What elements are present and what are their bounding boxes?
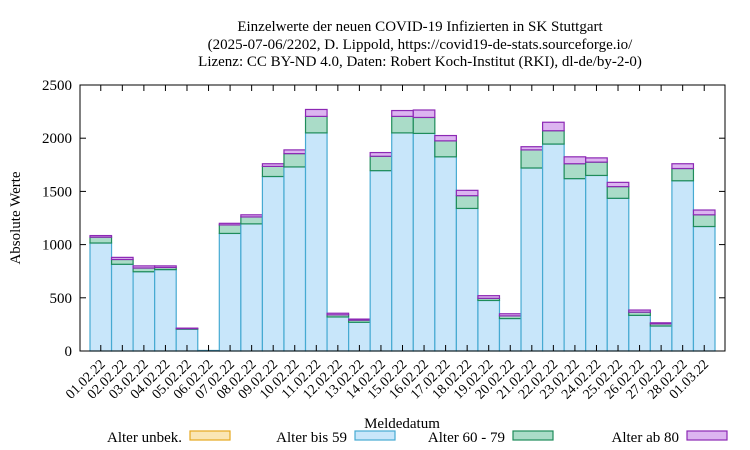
bar-17.02.22-series-3 [434, 134, 457, 142]
bar-02.02.22-series-3 [110, 256, 134, 261]
bar-23.02.22-series-2 [563, 163, 587, 180]
bar-07.02.22-series-3 [218, 222, 242, 226]
bar-21.02.22-series-2 [520, 149, 544, 169]
bar-07.02.22-series-2 [218, 224, 242, 235]
bar-15.02.22-series-1 [391, 132, 414, 352]
bar-23.02.22-series-3 [563, 156, 587, 165]
chart-title: Einzelwerte der neuen COVID-19 Infiziert… [198, 19, 642, 70]
legend-label-3: Alter ab 80 [612, 430, 679, 446]
bar-14.02.22-series-1 [369, 170, 393, 352]
bar-08.02.22-series-1 [240, 223, 264, 352]
bar-19.02.22-series-1 [477, 299, 501, 352]
y-tick-label: 1500 [42, 184, 72, 200]
bar-25.02.22-series-3 [606, 181, 630, 188]
bar-21.02.22-series-3 [520, 146, 544, 151]
title-line-3: Lizenz: CC BY-ND 4.0, Daten: Robert Koch… [198, 54, 642, 70]
bar-10.02.22-series-1 [283, 166, 307, 352]
bar-16.02.22-series-3 [412, 109, 436, 119]
bar-12.02.22-series-3 [326, 312, 350, 316]
bar-17.02.22-series-1 [434, 156, 457, 352]
y-tick-label: 500 [50, 291, 73, 307]
bar-09.02.22-series-2 [261, 165, 285, 178]
bar-02.02.22-series-2 [110, 258, 134, 265]
bar-01.02.22-series-3 [89, 234, 113, 238]
title-line-1: Einzelwerte der neuen COVID-19 Infiziert… [237, 19, 603, 35]
bar-16.02.22-series-1 [412, 132, 436, 352]
bar-20.02.22-series-3 [498, 313, 522, 317]
bar-07.02.22-series-1 [218, 232, 242, 352]
bar-11.02.22-series-2 [304, 115, 328, 134]
bar-28.02.22-series-2 [671, 167, 695, 182]
bar-01.03.22-series-3 [692, 209, 716, 216]
bars-layer [89, 108, 716, 352]
bar-24.02.22-series-3 [585, 157, 608, 163]
bar-04.02.22-series-3 [154, 265, 177, 269]
y-tick-label: 0 [65, 344, 73, 360]
bar-17.02.22-series-2 [434, 140, 457, 158]
bar-11.02.22-series-3 [304, 108, 328, 117]
bar-18.02.22-series-3 [455, 189, 479, 197]
bar-18.02.22-series-2 [455, 195, 479, 210]
bar-16.02.22-series-2 [412, 116, 436, 135]
bar-02.02.22-series-1 [110, 263, 134, 352]
bar-08.02.22-series-3 [240, 214, 264, 218]
bar-01.03.22-series-1 [692, 225, 716, 352]
bar-14.02.22-series-2 [369, 155, 393, 172]
bar-04.02.22-series-1 [154, 269, 177, 352]
bar-10.02.22-series-3 [283, 149, 307, 155]
bar-19.02.22-series-3 [477, 295, 501, 299]
x-axis-label: Meldedatum [364, 416, 440, 432]
bar-15.02.22-series-3 [391, 109, 414, 117]
bar-01.02.22-series-1 [89, 242, 113, 352]
bar-21.02.22-series-1 [520, 167, 544, 352]
bar-23.02.22-series-1 [563, 178, 587, 352]
bar-15.02.22-series-2 [391, 115, 414, 134]
bar-05.02.22-series-3 [175, 327, 199, 330]
bar-28.02.22-series-1 [671, 180, 695, 352]
y-tick-label: 2000 [42, 131, 72, 147]
bar-22.02.22-series-3 [541, 121, 565, 132]
bar-24.02.22-series-2 [585, 161, 608, 177]
bar-03.02.22-series-3 [132, 265, 156, 269]
title-line-2: (2025-07-06/2202, D. Lippold, https://co… [208, 37, 633, 53]
bar-24.02.22-series-1 [585, 174, 608, 352]
legend-swatch-1 [354, 430, 396, 441]
bar-14.02.22-series-3 [369, 151, 393, 157]
legend-swatch-3 [686, 430, 728, 441]
legend-label-0: Alter unbek. [107, 430, 182, 446]
bar-27.02.22-series-3 [649, 322, 673, 325]
bar-10.02.22-series-2 [283, 153, 307, 168]
y-tick-label: 1000 [42, 238, 72, 254]
bar-03.02.22-series-1 [132, 271, 156, 352]
legend-swatch-2 [512, 430, 554, 441]
y-tick-label: 2500 [42, 78, 72, 94]
bar-28.02.22-series-3 [671, 163, 695, 170]
bar-13.02.22-series-3 [348, 318, 371, 321]
bar-08.02.22-series-2 [240, 216, 264, 225]
legend: Alter unbek. Alter bis 59 Alter 60 - 79 Alt… [107, 430, 728, 446]
bar-01.03.22-series-2 [692, 214, 716, 228]
bar-25.02.22-series-2 [606, 186, 630, 199]
legend-label-2: Alter 60 - 79 [428, 430, 505, 446]
bar-25.02.22-series-1 [606, 197, 630, 352]
bar-22.02.22-series-2 [541, 130, 565, 145]
bar-01.02.22-series-2 [89, 236, 113, 244]
bar-09.02.22-series-3 [261, 163, 285, 168]
bar-09.02.22-series-1 [261, 175, 285, 352]
bar-18.02.22-series-1 [455, 207, 479, 352]
bar-11.02.22-series-1 [304, 132, 328, 352]
legend-label-1: Alter bis 59 [276, 430, 347, 446]
bar-26.02.22-series-3 [628, 309, 651, 313]
y-axis-label: Absolute Werte [8, 171, 24, 264]
legend-swatch-0 [189, 430, 231, 441]
bar-22.02.22-series-1 [541, 143, 565, 352]
